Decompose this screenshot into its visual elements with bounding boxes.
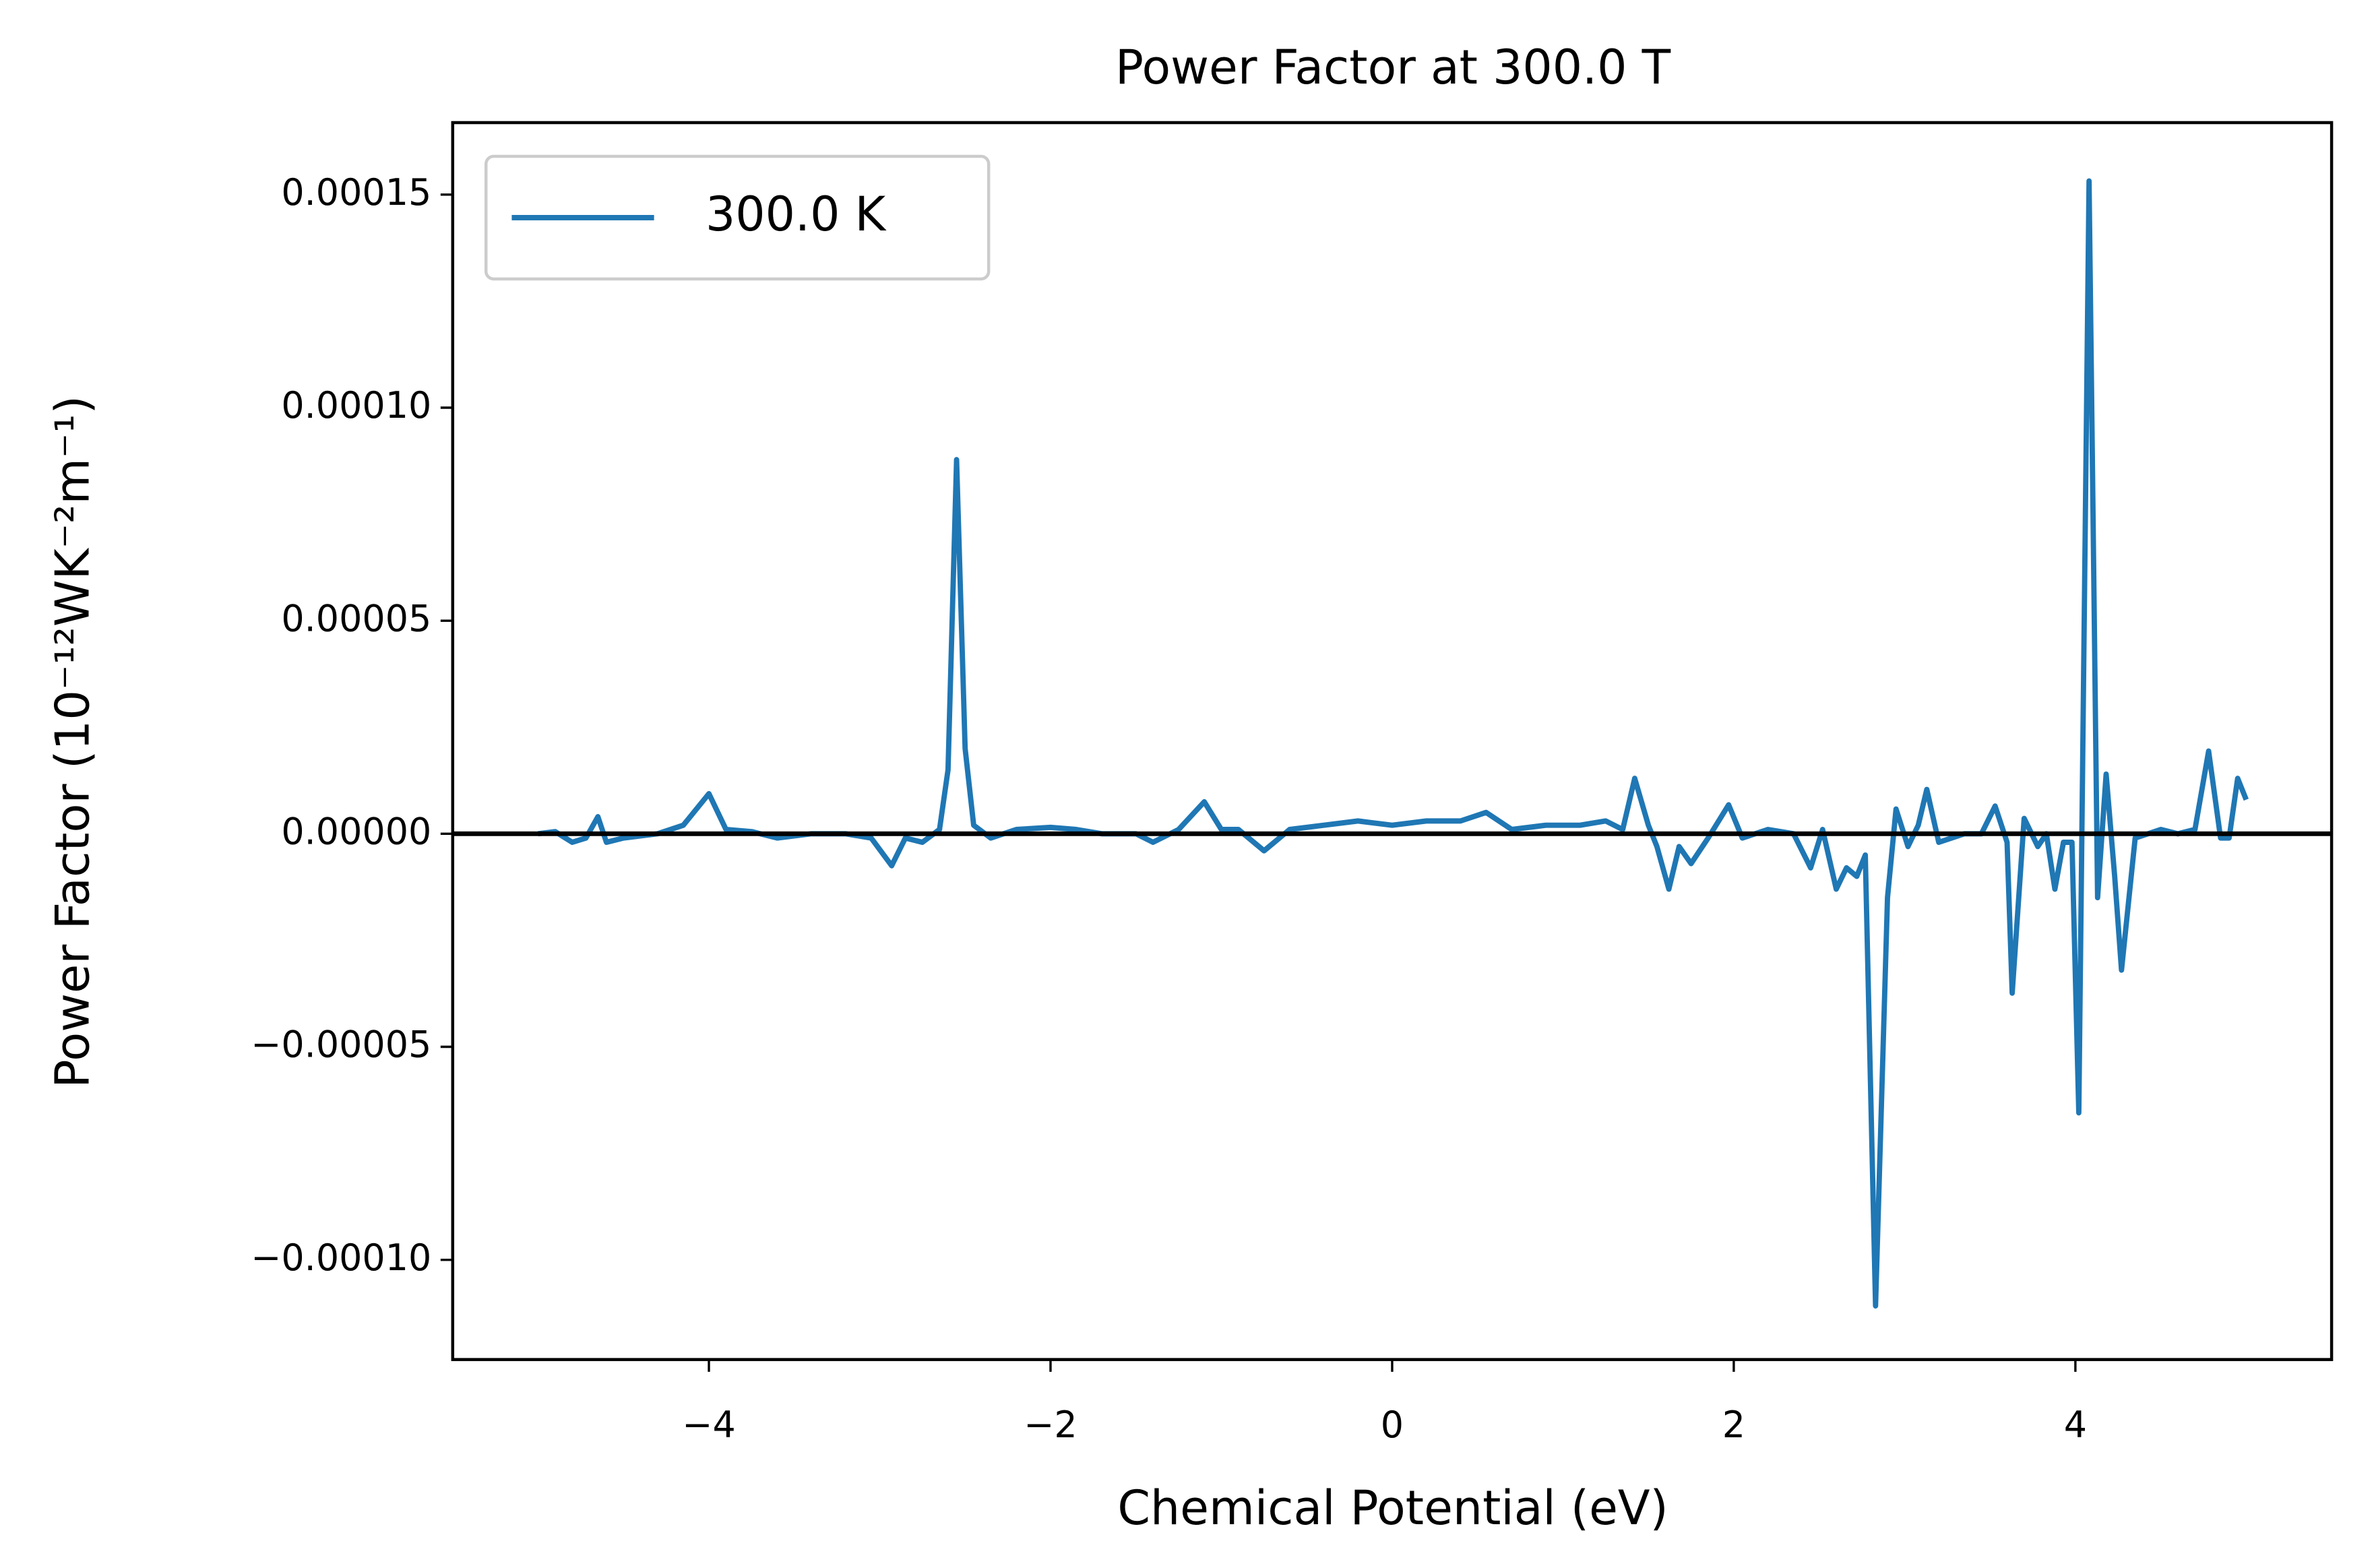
y-tick-label: 0.00015 [281,171,431,214]
y-tick-label: −0.00005 [251,1023,431,1065]
legend-label: 300.0 K [706,187,887,243]
x-tick-label: 2 [1722,1404,1745,1446]
data-line [538,178,2249,1309]
y-tick-label: 0.00010 [281,384,431,427]
chart-title: Power Factor at 300.0 T [1115,39,1671,95]
x-tick-label: −4 [682,1404,735,1446]
y-tick-label: 0.00005 [281,597,431,639]
y-tick-label: −0.00010 [251,1236,431,1279]
y-tick-label: 0.00000 [281,810,431,852]
y-axis-label: Power Factor (10⁻¹²WK⁻²m⁻¹) [45,396,100,1088]
x-tick-label: 0 [1381,1404,1404,1446]
x-tick-label: 4 [2064,1404,2087,1446]
plot-frame [451,121,2334,1361]
x-tick-label: −2 [1024,1404,1077,1446]
legend-box [484,154,991,281]
x-axis-label: Chemical Potential (eV) [1117,1480,1668,1536]
